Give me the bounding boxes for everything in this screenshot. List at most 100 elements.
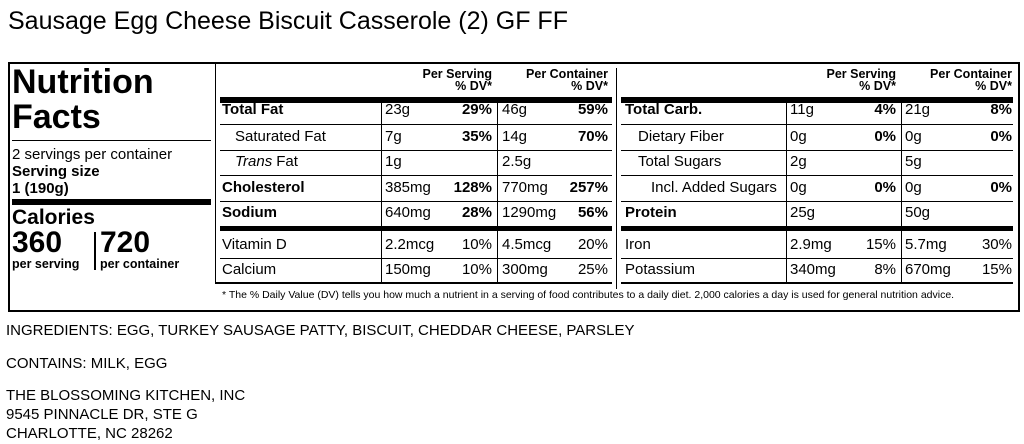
- rule: [621, 258, 1013, 259]
- daily-value: 257%: [569, 178, 608, 196]
- column-line: [497, 103, 498, 282]
- rule: [220, 201, 612, 202]
- rule: [220, 258, 612, 259]
- daily-value: 0%: [874, 127, 896, 145]
- amount: 50g: [905, 203, 931, 221]
- serving-size: 1 (190g): [12, 179, 69, 197]
- rule: [220, 175, 612, 176]
- calories-label: Calories: [12, 206, 95, 230]
- rule: [220, 124, 612, 125]
- divider: [215, 62, 216, 283]
- label-border: [1018, 62, 1020, 312]
- nutrient-name: Total Fat: [222, 100, 284, 118]
- calories-value: 360: [12, 225, 63, 259]
- amount: 46g: [502, 100, 528, 118]
- daily-value: 4%: [874, 100, 896, 118]
- daily-value: 70%: [577, 127, 608, 145]
- rule: [220, 150, 612, 151]
- serving-size-label: Serving size: [12, 162, 100, 180]
- servings: 2 servings per container: [12, 145, 173, 163]
- column-header: % DV*: [455, 79, 492, 94]
- amount: 670mg: [905, 260, 951, 278]
- amount: 0g: [790, 127, 807, 145]
- column-header: % DV*: [571, 79, 608, 94]
- address-line: CHARLOTTE, NC 28262: [6, 424, 173, 442]
- daily-value: 10%: [461, 260, 492, 278]
- amount: 150mg: [385, 260, 431, 278]
- rule: [220, 282, 612, 284]
- rule: [621, 150, 1013, 151]
- divider: [94, 232, 96, 270]
- heading: Facts: [12, 98, 101, 137]
- daily-value: 30%: [981, 235, 1012, 253]
- daily-value: 25%: [577, 260, 608, 278]
- daily-value: 0%: [990, 127, 1012, 145]
- column-header: % DV*: [975, 79, 1012, 94]
- column-line: [786, 103, 787, 282]
- nutrient-name: Calcium: [222, 260, 277, 278]
- amount: 0g: [790, 178, 807, 196]
- nutrient-name: Dietary Fiber: [638, 127, 724, 145]
- amount: 1g: [385, 152, 402, 170]
- rule: [621, 175, 1013, 176]
- daily-value: 8%: [874, 260, 896, 278]
- column-line: [901, 103, 902, 282]
- nutrient-name: Fat: [276, 152, 298, 170]
- footnote: * The % Daily Value (DV) tells you how m…: [222, 289, 955, 302]
- amount: 23g: [385, 100, 411, 118]
- nutrient-name: Total Sugars: [638, 152, 722, 170]
- amount: 0g: [905, 178, 922, 196]
- page-title: Sausage Egg Cheese Biscuit Casserole (2)…: [8, 7, 568, 36]
- heading: Nutrition: [12, 63, 154, 102]
- rule: [12, 140, 211, 141]
- amount: 640mg: [385, 203, 431, 221]
- nutrient-name: Saturated Fat: [235, 127, 326, 145]
- rule: [220, 97, 612, 103]
- daily-value: 15%: [981, 260, 1012, 278]
- daily-value: 15%: [865, 235, 896, 253]
- calories-value: 720: [100, 225, 151, 259]
- amount: 2.9mg: [790, 235, 832, 253]
- label-border: [8, 62, 10, 310]
- calories-unit: per container: [100, 257, 180, 272]
- ingredients: INGREDIENTS: EGG, TURKEY SAUSAGE PATTY, …: [6, 321, 635, 339]
- column-header: Per Serving: [422, 67, 492, 82]
- amount: 0g: [905, 127, 922, 145]
- amount: 5.7mg: [905, 235, 947, 253]
- rule: [215, 282, 225, 284]
- rule: [621, 282, 1013, 284]
- daily-value: 29%: [461, 100, 492, 118]
- daily-value: 128%: [453, 178, 492, 196]
- amount: 1290mg: [502, 203, 557, 221]
- daily-value: 56%: [577, 203, 608, 221]
- nutrient-name: Protein: [625, 203, 677, 221]
- amount: 14g: [502, 127, 528, 145]
- nutrient-name: Cholesterol: [222, 178, 305, 196]
- address-line: 9545 PINNACLE DR, STE G: [6, 405, 198, 423]
- column-header: Per Container: [526, 67, 608, 82]
- amount: 340mg: [790, 260, 836, 278]
- address-line: THE BLOSSOMING KITCHEN, INC: [6, 386, 246, 404]
- amount: 2.5g: [502, 152, 532, 170]
- column-line: [381, 103, 382, 282]
- daily-value: 20%: [577, 235, 608, 253]
- nutrient-name: Trans: [235, 152, 273, 170]
- nutrient-name: Sodium: [222, 203, 277, 221]
- nutrient-name: Incl. Added Sugars: [651, 178, 777, 196]
- rule: [621, 226, 1013, 231]
- nutrient-name: Total Carb.: [625, 100, 703, 118]
- rule: [621, 124, 1013, 125]
- daily-value: 59%: [577, 100, 608, 118]
- amount: 11g: [790, 100, 814, 118]
- daily-value: 35%: [461, 127, 492, 145]
- daily-value: 8%: [990, 100, 1012, 118]
- rule: [12, 199, 211, 205]
- daily-value: 0%: [990, 178, 1012, 196]
- amount: 770mg: [502, 178, 548, 196]
- amount: 21g: [905, 100, 931, 118]
- calories-unit: per serving: [12, 257, 80, 272]
- amount: 7g: [385, 127, 402, 145]
- nutrient-name: Potassium: [625, 260, 696, 278]
